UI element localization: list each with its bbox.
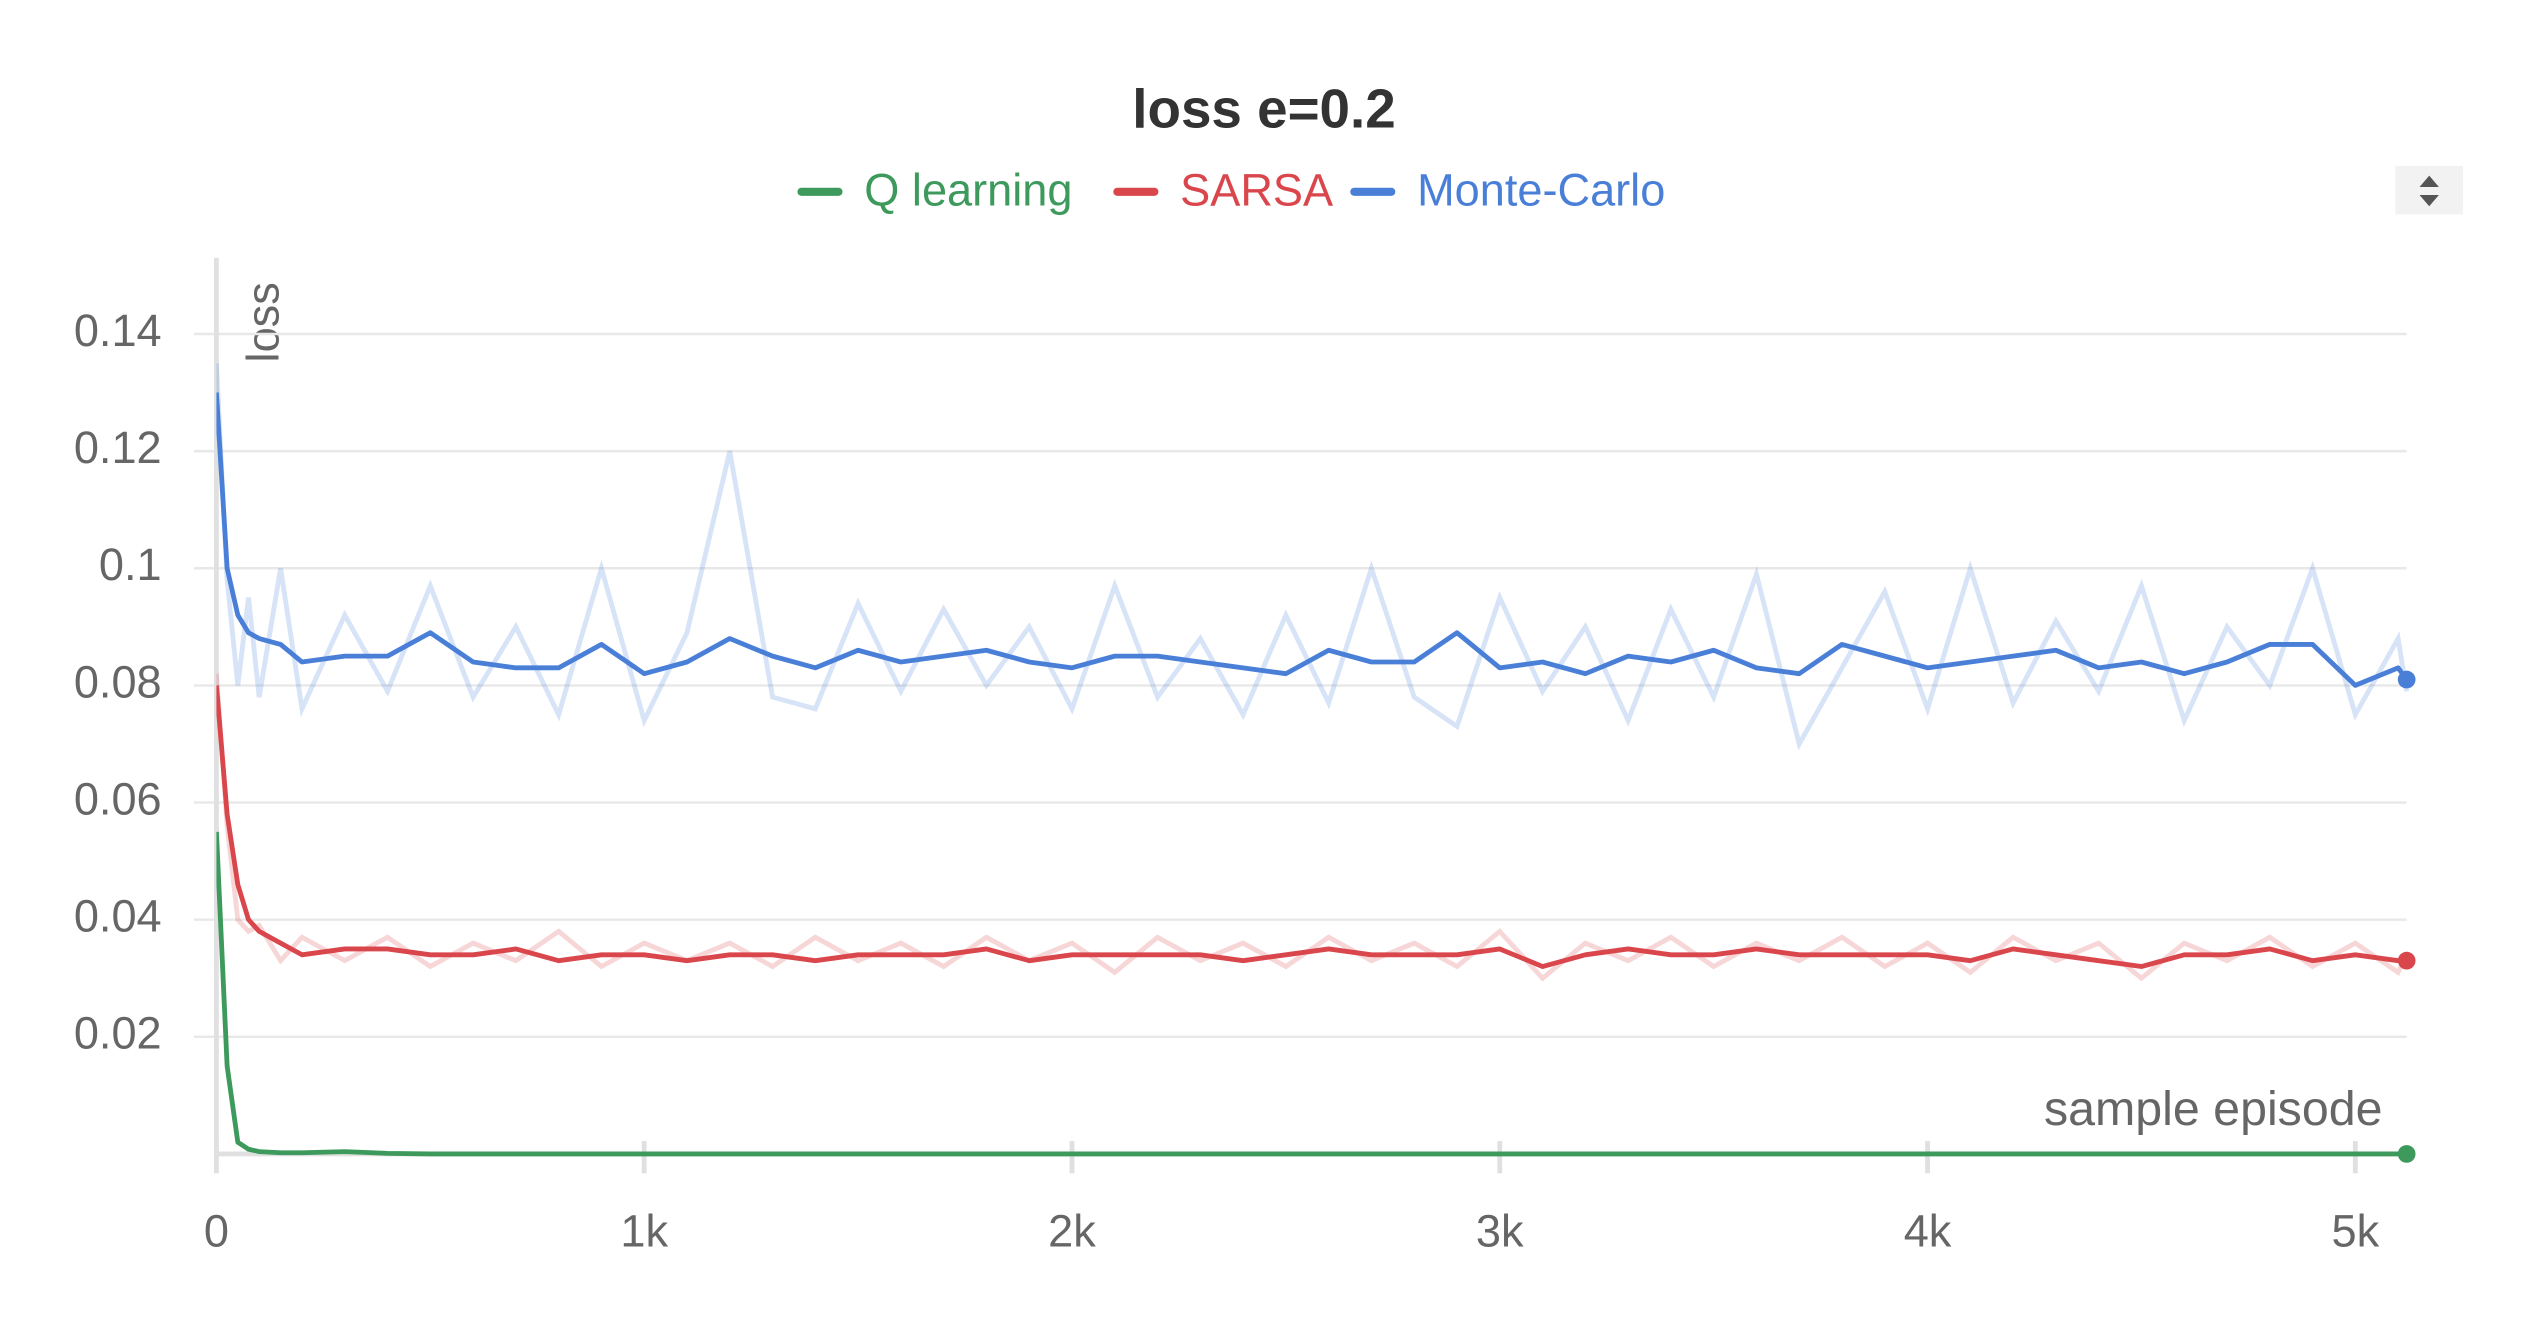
scroll-arrows: [2419, 175, 2439, 207]
end-point: [2397, 670, 2416, 689]
series-line: [216, 831, 2407, 1157]
end-point: [2397, 951, 2416, 970]
x-axis-title: sample episode: [2044, 1082, 2383, 1136]
end-point: [2397, 1145, 2416, 1163]
legend-label: Q learning: [864, 164, 1072, 215]
x-tick-label: 2k: [1048, 1205, 1096, 1256]
legend-label: Monte-Carlo: [1417, 164, 1665, 215]
raw-line: [216, 673, 2409, 982]
legend-label: SARSA: [1180, 164, 1333, 215]
y-tick-label: 0.04: [74, 891, 162, 942]
raw-line: [216, 363, 2410, 751]
chart-title: loss e=0.2: [1132, 77, 1395, 139]
series-line: [216, 685, 2407, 969]
y-tick-label: 0.12: [74, 422, 162, 473]
y-tick-label: 0.02: [74, 1008, 162, 1059]
legend-scroll[interactable]: [2395, 166, 2464, 215]
series-line: [216, 392, 2409, 688]
x-tick-label: 4k: [1904, 1205, 1952, 1256]
x-tick-label: 3k: [1476, 1205, 1524, 1256]
scroll-button[interactable]: [2395, 166, 2464, 215]
plot-area: [216, 363, 2410, 1157]
x-tick-label: 0: [204, 1205, 229, 1256]
x-tick-label: 1k: [620, 1205, 668, 1256]
y-tick-label: 0.14: [74, 305, 162, 356]
y-tick-label: 0.08: [74, 656, 162, 707]
y-tick-label: 0.06: [74, 773, 162, 824]
x-tick-label: 5k: [2331, 1205, 2379, 1256]
y-tick-label: 0.1: [99, 539, 162, 590]
y-axis-title: loss: [237, 282, 288, 362]
